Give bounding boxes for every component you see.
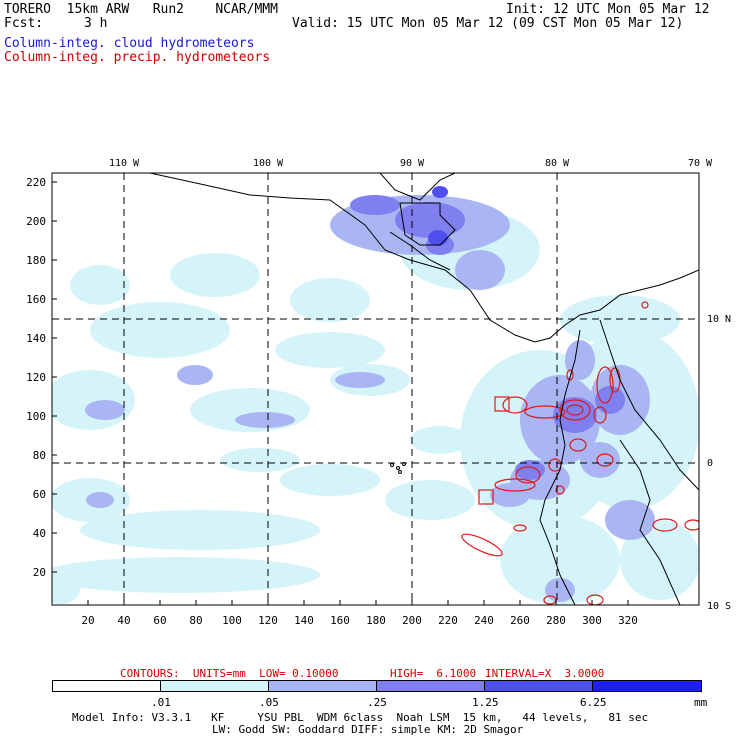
- x-tick-label: 20: [81, 614, 94, 627]
- field-precip-label: Column-integ. precip. hydrometeors: [4, 50, 271, 65]
- y-tick-label: 220: [26, 176, 46, 189]
- model-title: TORERO 15km ARW Run2 NCAR/MMM: [4, 2, 278, 17]
- y-tick-label: 120: [26, 371, 46, 384]
- lat-label: 10 S: [707, 601, 731, 612]
- x-tick-label: 100: [222, 614, 242, 627]
- x-tick-label: 260: [510, 614, 530, 627]
- colorbar-swatch: [377, 681, 485, 691]
- x-tick-label: 60: [153, 614, 166, 627]
- lon-label: 100 W: [253, 158, 284, 169]
- colorbar: [52, 680, 702, 692]
- y-tick-label: 40: [33, 527, 46, 540]
- lat-label: 0: [707, 458, 713, 469]
- colorbar-label: .25: [367, 696, 387, 709]
- colorbar-label: 1.25: [472, 696, 499, 709]
- x-tick-label: 160: [330, 614, 350, 627]
- colorbar-label: 6.25: [580, 696, 607, 709]
- lon-label: 80 W: [545, 158, 570, 169]
- y-tick-label: 140: [26, 332, 46, 345]
- contour-high: HIGH= 6.1000: [390, 667, 477, 680]
- contour-interval: INTERVAL=X 3.0000: [485, 667, 605, 680]
- x-tick-label: 200: [402, 614, 422, 627]
- model-info: Model Info: V3.3.1 KF YSU PBL WDM 6class…: [72, 711, 649, 724]
- colorbar-label: .05: [259, 696, 279, 709]
- y-tick-label: 80: [33, 449, 46, 462]
- x-tick-label: 320: [618, 614, 638, 627]
- colorbar-unit: mm: [694, 696, 708, 709]
- lon-label: 70 W: [688, 158, 713, 169]
- forecast-label: Fcst:: [4, 16, 44, 31]
- x-tick-label: 120: [258, 614, 278, 627]
- forecast-hour: 3 h: [84, 16, 108, 31]
- lat-label: 10 N: [707, 314, 731, 325]
- x-tick-label: 40: [117, 614, 130, 627]
- x-tick-label: 280: [546, 614, 566, 627]
- y-tick-label: 180: [26, 254, 46, 267]
- y-tick-label: 100: [26, 410, 46, 423]
- y-tick-label: 20: [33, 566, 46, 579]
- x-tick-label: 140: [294, 614, 314, 627]
- lon-label: 110 W: [109, 158, 140, 169]
- colorbar-swatch: [593, 681, 701, 691]
- colorbar-swatch: [53, 681, 161, 691]
- valid-time: Valid: 15 UTC Mon 05 Mar 12 (09 CST Mon …: [292, 16, 684, 31]
- lon-label: 90 W: [400, 158, 425, 169]
- x-tick-label: 180: [366, 614, 386, 627]
- physics-info: LW: Godd SW: Goddard DIFF: simple KM: 2D…: [212, 723, 524, 736]
- x-tick-label: 80: [189, 614, 202, 627]
- x-tick-label: 240: [474, 614, 494, 627]
- colorbar-swatch: [161, 681, 269, 691]
- colorbar-swatch: [485, 681, 593, 691]
- x-tick-label: 220: [438, 614, 458, 627]
- cloud-shading: [52, 173, 699, 605]
- y-tick-label: 160: [26, 293, 46, 306]
- x-tick-label: 300: [582, 614, 602, 627]
- contour-info: CONTOURS: UNITS=mm LOW= 0.10000: [120, 667, 339, 680]
- y-tick-label: 60: [33, 488, 46, 501]
- field-cloud-label: Column-integ. cloud hydrometeors: [4, 36, 255, 51]
- colorbar-label: .01: [151, 696, 171, 709]
- y-tick-label: 200: [26, 215, 46, 228]
- init-time: Init: 12 UTC Mon 05 Mar 12: [506, 2, 710, 17]
- colorbar-swatch: [269, 681, 377, 691]
